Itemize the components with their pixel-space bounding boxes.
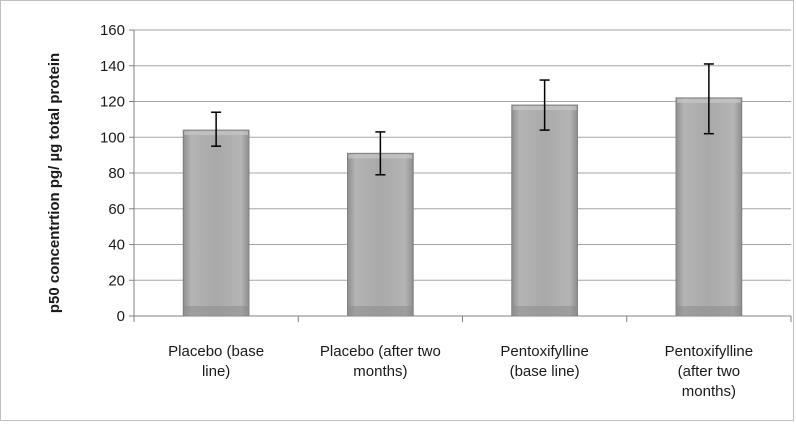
x-category-label: Pentoxifylline xyxy=(500,343,588,360)
x-category-label: (base line) xyxy=(510,363,580,380)
labels: 0 20 40 60 80 100 120 140 160 Placebo (base line) P… xyxy=(46,22,753,400)
x-category-label: months) xyxy=(353,363,407,380)
bar xyxy=(347,152,414,317)
x-category-label: (after two xyxy=(678,363,741,380)
y-tick-label: 100 xyxy=(100,129,125,146)
x-category-label: Placebo (base xyxy=(168,343,264,360)
y-tick-label: 80 xyxy=(108,165,125,182)
x-category-label: line) xyxy=(202,363,230,380)
bar-base-shade xyxy=(348,306,413,315)
y-tick-label: 160 xyxy=(100,22,125,39)
bars xyxy=(182,63,743,317)
y-tick-label: 40 xyxy=(108,237,125,254)
axes xyxy=(129,29,792,322)
x-category-label: months) xyxy=(682,383,736,400)
bar-base-shade xyxy=(184,306,248,315)
bar-base-shade xyxy=(512,306,577,315)
y-tick-label: 60 xyxy=(108,201,125,218)
x-category-label: Pentoxifylline xyxy=(665,343,753,360)
y-tick-label: 120 xyxy=(100,94,125,111)
y-axis-title: p50 concentrtion pg/ µg total protein xyxy=(46,53,63,313)
bar-base-shade xyxy=(677,306,741,315)
y-tick-label: 0 xyxy=(117,308,125,325)
bar xyxy=(511,104,578,317)
x-category-label: Placebo (after two xyxy=(320,343,441,360)
y-tick-label: 20 xyxy=(108,272,125,289)
y-tick-label: 140 xyxy=(100,58,125,75)
bar xyxy=(182,129,250,317)
